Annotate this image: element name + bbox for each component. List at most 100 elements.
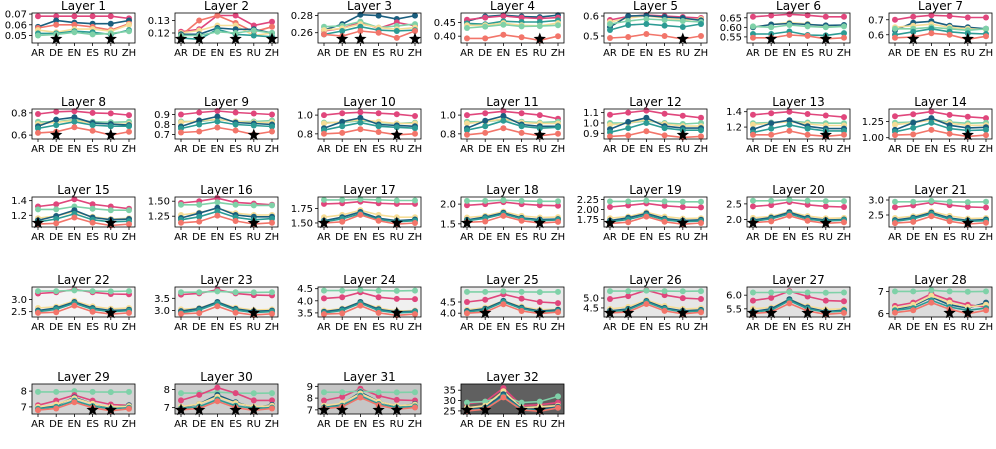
- data-point-green: [232, 289, 239, 296]
- x-tick-label: RU: [247, 322, 261, 333]
- data-point-yellow: [464, 120, 470, 127]
- x-tick-label: AR: [603, 232, 617, 243]
- series-line-yellow: [609, 299, 702, 310]
- x-tick-label: EN: [924, 48, 938, 59]
- data-point-green: [107, 288, 114, 295]
- data-point-green: [625, 288, 632, 295]
- data-point-pink: [464, 202, 470, 209]
- x-tick-label: ES: [229, 48, 242, 59]
- data-point-salmon: [126, 128, 132, 135]
- data-point-pink: [698, 114, 704, 121]
- x-tick-label: EN: [496, 144, 510, 155]
- x-tick-label: RU: [104, 419, 118, 430]
- data-point-pink: [607, 111, 613, 118]
- subplot-title: Layer 24: [343, 273, 396, 287]
- data-point-salmon: [518, 129, 525, 136]
- data-point-salmon: [53, 21, 60, 28]
- x-tick-label: RU: [819, 144, 833, 155]
- subplot-title: Layer 2: [204, 0, 249, 13]
- star-marker: [533, 216, 546, 229]
- data-point-salmon: [983, 132, 989, 139]
- data-point-teal: [928, 25, 935, 32]
- series-line-green: [324, 390, 416, 394]
- data-point-green: [607, 288, 613, 295]
- data-point-salmon: [269, 310, 275, 317]
- series-line-teal: [180, 210, 273, 221]
- data-point-salmon: [892, 309, 898, 316]
- x-tick-label: ZH: [837, 232, 851, 243]
- data-point-green: [196, 201, 203, 208]
- data-point-salmon: [464, 131, 470, 138]
- data-point-pink: [964, 203, 971, 210]
- data-point-yellow: [321, 120, 327, 127]
- data-point-pink: [464, 299, 470, 305]
- data-point-salmon: [464, 35, 470, 42]
- subplot-title: Layer 14: [914, 95, 967, 109]
- data-point-green: [250, 27, 257, 34]
- data-point-salmon: [375, 29, 382, 36]
- data-point-teal: [412, 125, 418, 132]
- data-point-salmon: [214, 12, 221, 19]
- y-tick-label: 0.8: [297, 129, 313, 140]
- data-point-green: [804, 289, 811, 296]
- x-tick-label: RU: [961, 48, 975, 59]
- plot-frame: [603, 196, 708, 228]
- y-tick-label: 8: [307, 394, 313, 405]
- x-tick-label: AR: [174, 48, 188, 59]
- y-tick-label: 2.25: [577, 195, 599, 206]
- data-point-salmon: [928, 30, 935, 37]
- data-point-green: [250, 390, 257, 397]
- star-marker: [622, 306, 635, 319]
- data-point-teal: [910, 28, 917, 35]
- y-tick-label: 0.6: [868, 30, 884, 41]
- data-point-salmon: [196, 17, 203, 24]
- data-point-pink: [964, 113, 971, 120]
- y-tick-label: 2.5: [11, 307, 27, 318]
- subplot-layer-21: Layer 21 2.5 3.0 AR DE EN ES RU ZH: [868, 183, 993, 243]
- data-point-pink: [946, 111, 953, 118]
- data-point-green: [518, 197, 525, 204]
- x-tick-label: DE: [764, 48, 778, 59]
- data-point-teal: [53, 122, 60, 129]
- subplot-title: Layer 3: [347, 0, 392, 13]
- subplot-layer-5: Layer 5 0.5 0.6 AR DE EN ES RU ZH: [583, 0, 708, 59]
- data-point-salmon: [375, 129, 382, 135]
- data-point-salmon: [269, 23, 275, 30]
- x-tick-label: EN: [924, 144, 938, 155]
- y-tick-label: 1.0: [297, 111, 313, 122]
- data-point-green: [126, 207, 132, 214]
- series-line-pink: [37, 110, 130, 116]
- data-point-yellow: [126, 21, 132, 28]
- x-tick-label: AR: [460, 48, 474, 59]
- data-point-pink: [375, 110, 382, 117]
- data-point-green: [786, 22, 793, 28]
- data-point-teal: [607, 129, 613, 136]
- y-tick-label: 0.5: [583, 32, 599, 43]
- x-tick-label: ZH: [694, 322, 708, 333]
- data-point-salmon: [983, 307, 989, 314]
- series-line-navy: [323, 211, 416, 222]
- plot-frame: [888, 12, 993, 44]
- data-point-pink: [250, 397, 257, 404]
- data-point-teal: [357, 23, 364, 30]
- series-line-pink: [38, 15, 130, 20]
- x-tick-label: RU: [390, 232, 404, 243]
- data-point-green: [500, 197, 507, 204]
- y-tick-label: 1.75: [577, 215, 599, 226]
- x-tick-label: AR: [317, 144, 331, 155]
- star-marker: [479, 306, 492, 319]
- data-point-pink: [321, 397, 327, 404]
- data-point-salmon: [214, 124, 221, 131]
- series-line-teal: [37, 120, 129, 130]
- star-marker: [50, 128, 63, 141]
- subplot-layer-1: Layer 1 0.050.060.07 AR DE EN ES RU ZH: [5, 0, 136, 59]
- data-point-green: [555, 198, 561, 205]
- x-tick-label: EN: [496, 48, 510, 59]
- data-point-navy: [71, 114, 78, 121]
- data-point-green: [768, 289, 775, 296]
- data-point-pink: [822, 112, 829, 119]
- star-marker: [819, 128, 832, 141]
- data-point-salmon: [750, 131, 756, 138]
- series-line-teal: [323, 394, 416, 409]
- series-line-teal: [894, 299, 987, 312]
